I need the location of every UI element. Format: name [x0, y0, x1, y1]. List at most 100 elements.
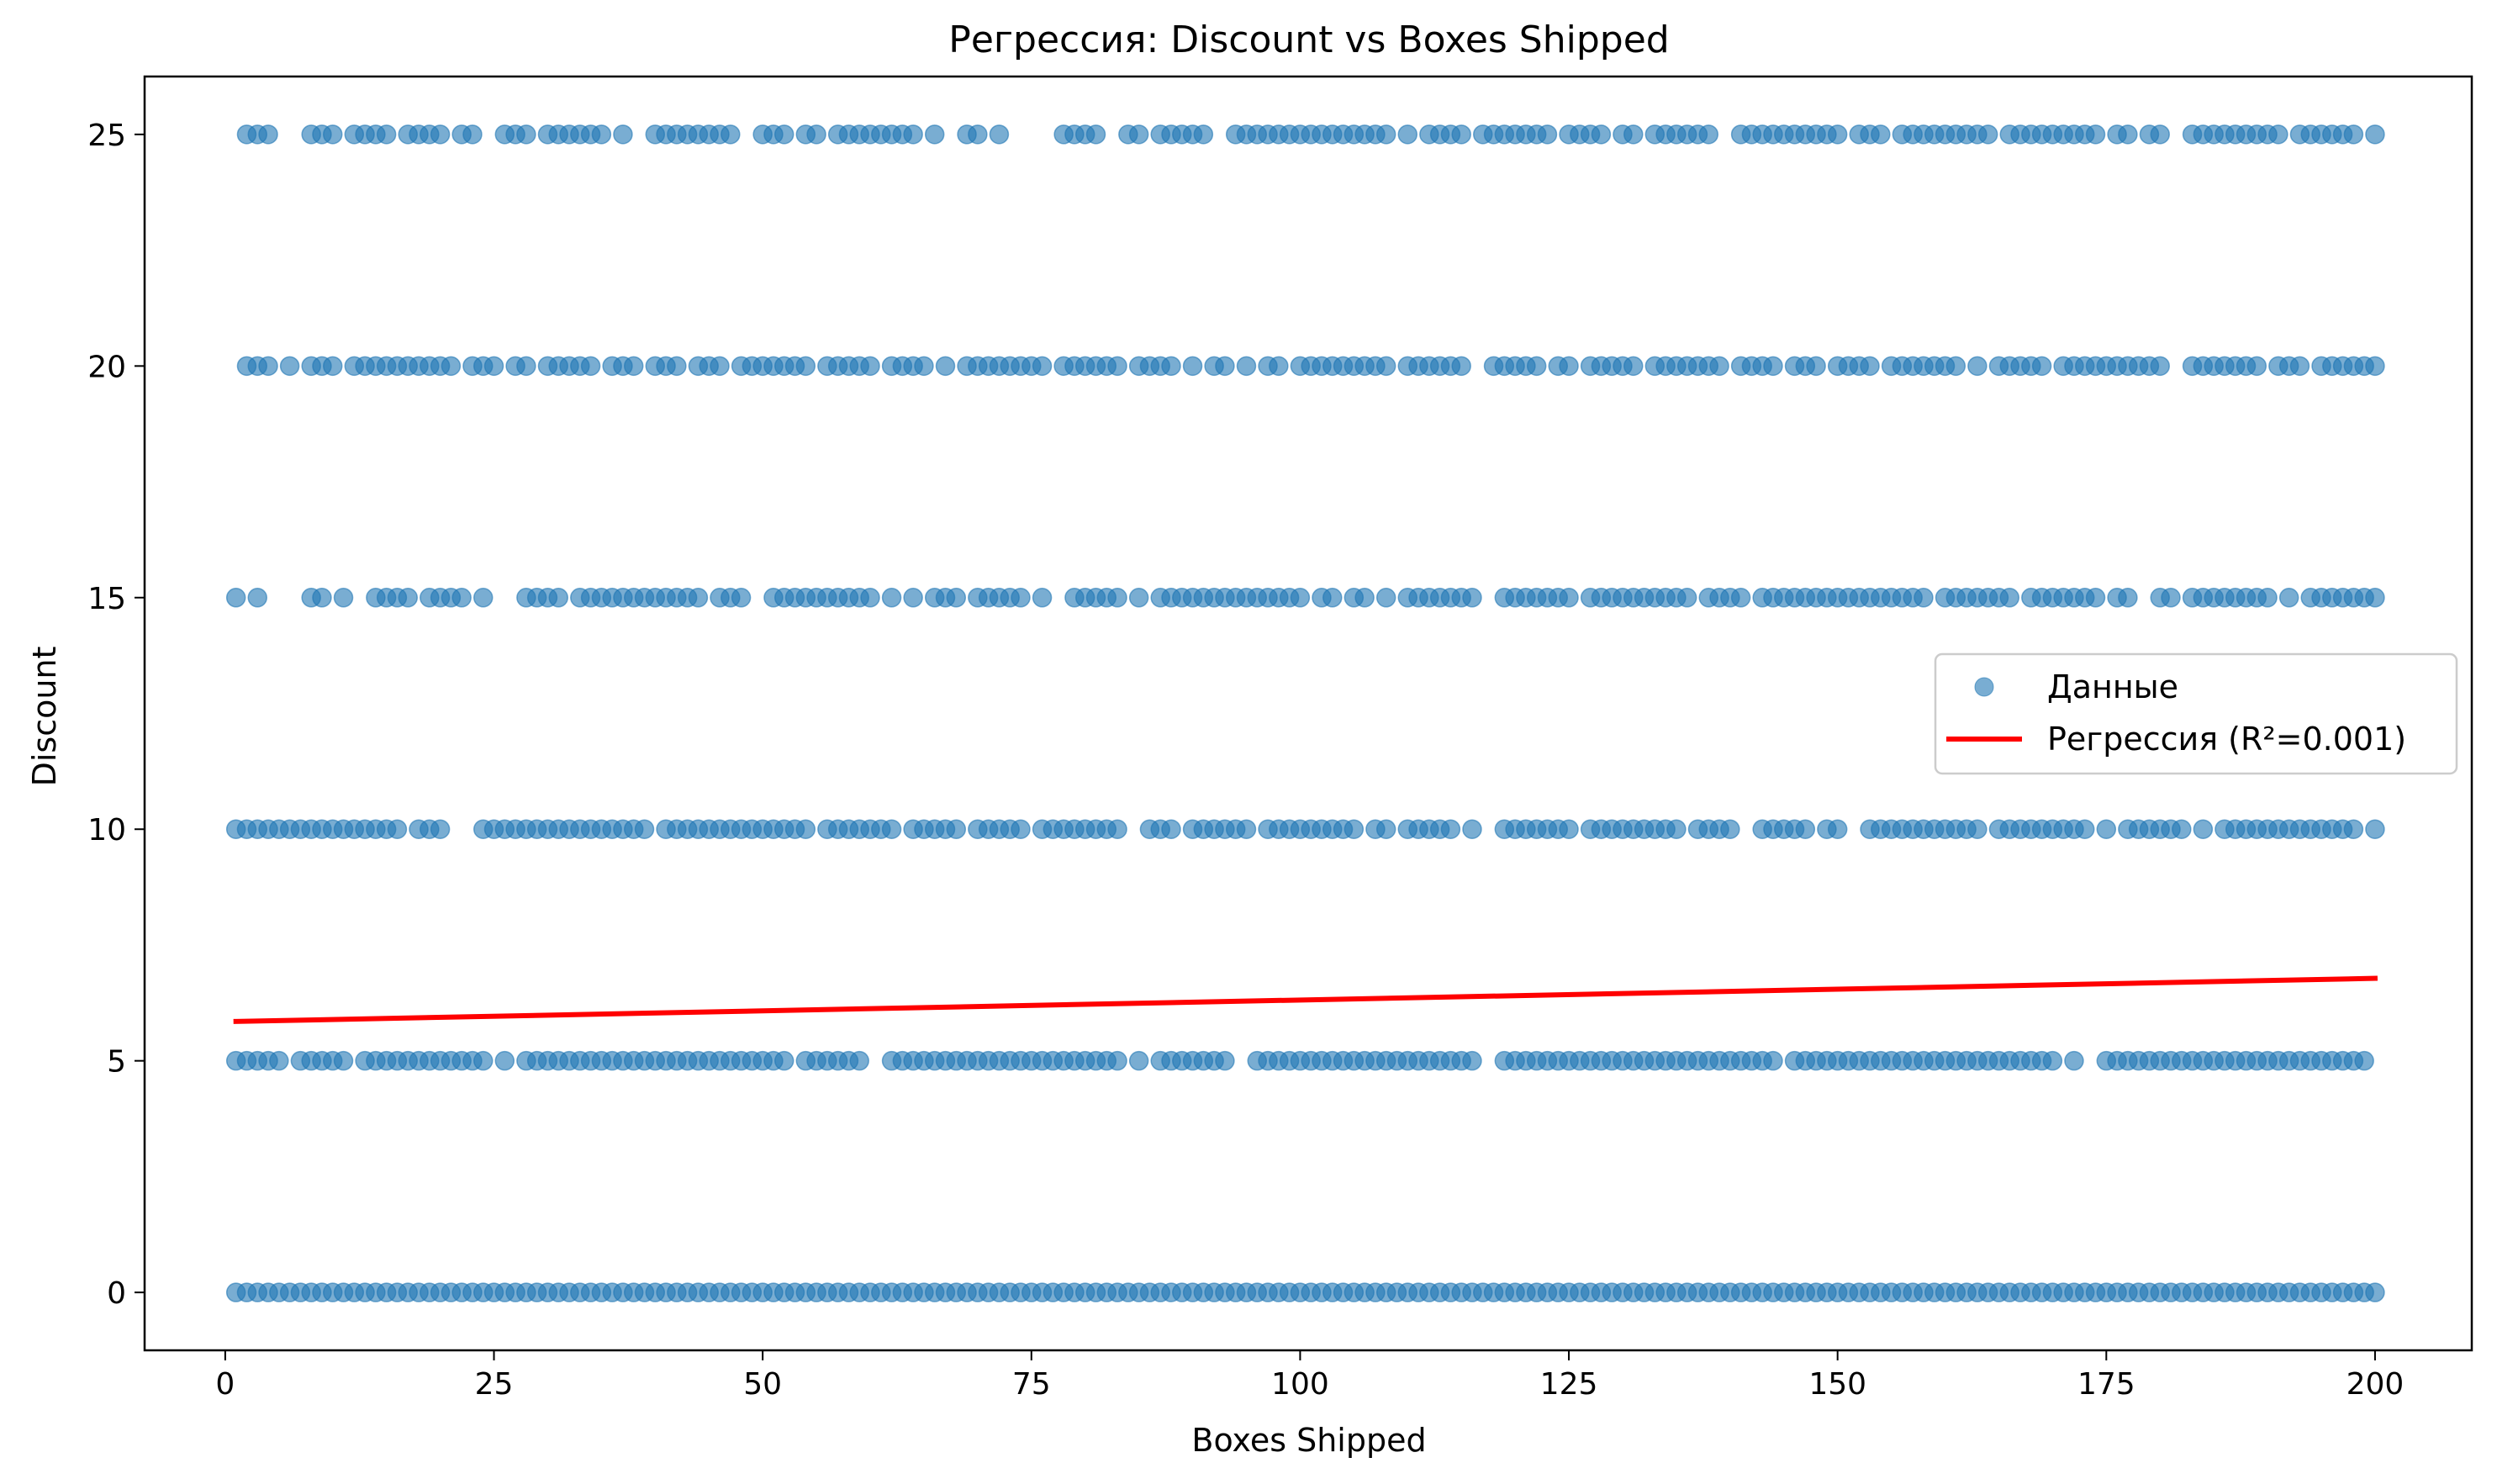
data-point [225, 588, 246, 608]
y-tick-label: 0 [107, 1276, 126, 1311]
data-point [2150, 356, 2170, 377]
data-point [580, 356, 601, 377]
data-point [1290, 588, 1311, 608]
data-point [1236, 356, 1257, 377]
data-point [989, 124, 1010, 145]
data-point [1375, 356, 1396, 377]
data-point [247, 588, 267, 608]
data-point [2096, 819, 2117, 839]
y-tick-label: 20 [87, 350, 126, 384]
data-point [1795, 819, 1816, 839]
data-point [1375, 819, 1396, 839]
data-point [1860, 356, 1880, 377]
data-point [312, 588, 332, 608]
data-point [2365, 1282, 2385, 1302]
data-point [1462, 819, 1482, 839]
data-point [322, 124, 343, 145]
data-point [1107, 1050, 1127, 1071]
data-point [2365, 588, 2385, 608]
data-point [2289, 356, 2310, 377]
data-point [472, 588, 494, 608]
data-point [1806, 356, 1826, 377]
data-point [806, 124, 826, 145]
legend-label-regression: Регрессия (R²=0.001) [2047, 721, 2406, 758]
data-point [773, 124, 794, 145]
data-point [1977, 124, 1998, 145]
data-point [1344, 819, 1365, 839]
data-point [1462, 588, 1482, 608]
x-tick-label: 50 [743, 1367, 782, 1402]
data-point [860, 588, 880, 608]
legend-frame [1934, 652, 2458, 775]
data-point [795, 356, 816, 377]
data-point [1215, 1050, 1235, 1071]
data-point [1011, 819, 1031, 839]
data-point [1161, 356, 1181, 377]
data-point [2118, 588, 2138, 608]
data-point [946, 819, 967, 839]
regression-line [233, 975, 2378, 1024]
data-point [333, 1050, 354, 1071]
chart-title: Регрессия: Discount vs Boxes Shipped [948, 18, 1669, 61]
y-axis-label: Discount [26, 647, 63, 787]
data-point [924, 124, 945, 145]
scatter-points [225, 124, 2385, 1302]
data-point [1451, 124, 1471, 145]
data-point [1107, 819, 1127, 839]
data-point [1623, 124, 1644, 145]
data-point [2246, 356, 2267, 377]
data-point [2150, 124, 2170, 145]
data-point [1128, 588, 1149, 608]
data-point [1182, 356, 1203, 377]
data-point [258, 356, 278, 377]
data-point [2031, 356, 2052, 377]
data-point [2161, 588, 2181, 608]
data-point [1666, 819, 1687, 839]
data-point [1591, 124, 1612, 145]
data-point [1440, 819, 1461, 839]
data-point [322, 356, 343, 377]
data-point [773, 1050, 794, 1071]
data-point [2278, 588, 2299, 608]
data-point [472, 1050, 494, 1071]
data-point [935, 356, 956, 377]
legend: Данные Регрессия (R²=0.001) [1934, 652, 2458, 775]
data-point [1720, 819, 1740, 839]
data-point [1827, 819, 1848, 839]
data-point [1698, 124, 1718, 145]
x-tick-label: 0 [215, 1367, 235, 1402]
data-point [1730, 588, 1751, 608]
data-point [721, 124, 741, 145]
data-point [1269, 356, 1289, 377]
data-point [623, 356, 644, 377]
data-point [269, 1050, 289, 1071]
data-point [2085, 124, 2106, 145]
data-point [1236, 819, 1257, 839]
data-point [1215, 356, 1235, 377]
data-point [1559, 819, 1579, 839]
data-point [1763, 356, 1783, 377]
data-point [2343, 819, 2364, 839]
data-point [1537, 124, 1558, 145]
data-point [688, 588, 709, 608]
y-axis: 0 5 10 15 20 25 [87, 119, 145, 1311]
plot-area-frame [143, 75, 2473, 1352]
data-point [1193, 124, 1214, 145]
data-point [1107, 588, 1127, 608]
data-point [914, 356, 934, 377]
data-point [667, 356, 687, 377]
legend-marker-data [1974, 677, 1994, 697]
data-point [710, 356, 730, 377]
data-point [516, 124, 536, 145]
data-point [1322, 588, 1343, 608]
data-point [2257, 588, 2278, 608]
data-point [2343, 124, 2364, 145]
data-point [483, 356, 504, 377]
data-point [494, 1050, 515, 1071]
data-point [881, 588, 902, 608]
data-point [1559, 356, 1579, 377]
data-point [860, 356, 880, 377]
x-tick-label: 150 [1808, 1367, 1866, 1402]
data-point [968, 124, 988, 145]
